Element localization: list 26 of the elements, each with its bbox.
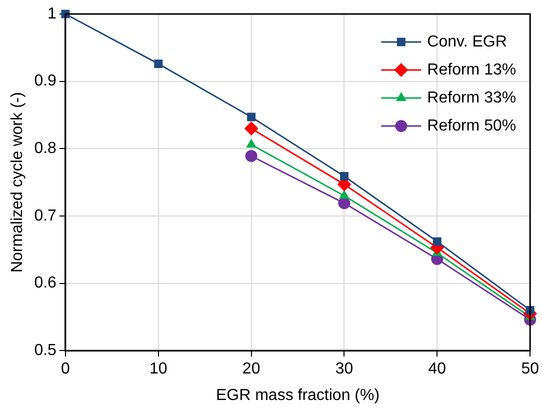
- x-tick-label: 20: [242, 360, 260, 378]
- legend-label: Reform 13%: [427, 61, 516, 78]
- legend-label: Reform 33%: [427, 89, 516, 106]
- legend-label: Reform 50%: [427, 117, 516, 134]
- y-axis-title: Normalized cycle work (-): [9, 92, 26, 273]
- x-tick-label: 10: [149, 360, 168, 378]
- point: [247, 112, 256, 122]
- point: [154, 60, 163, 68]
- y-tick-label: 0.8: [34, 140, 57, 158]
- y-tick-label: 0.9: [34, 72, 57, 90]
- point: [432, 237, 442, 246]
- x-tick-label: 30: [335, 360, 354, 378]
- x-tick-label: 50: [521, 360, 540, 378]
- x-axis-title: EGR mass fraction (%): [216, 386, 380, 404]
- y-tick-label: 0.5: [34, 342, 57, 360]
- x-tick-label: 0: [60, 360, 70, 378]
- point: [244, 121, 258, 136]
- y-tick-label: 1: [48, 5, 57, 22]
- legend-label: Conv. EGR: [427, 33, 507, 50]
- point: [339, 190, 350, 199]
- x-tick-label: 40: [428, 360, 446, 378]
- y-tick-label: 0.6: [34, 274, 57, 292]
- y-tick-label: 0.7: [34, 207, 57, 224]
- point: [246, 138, 256, 148]
- point: [340, 172, 348, 180]
- point: [245, 150, 258, 162]
